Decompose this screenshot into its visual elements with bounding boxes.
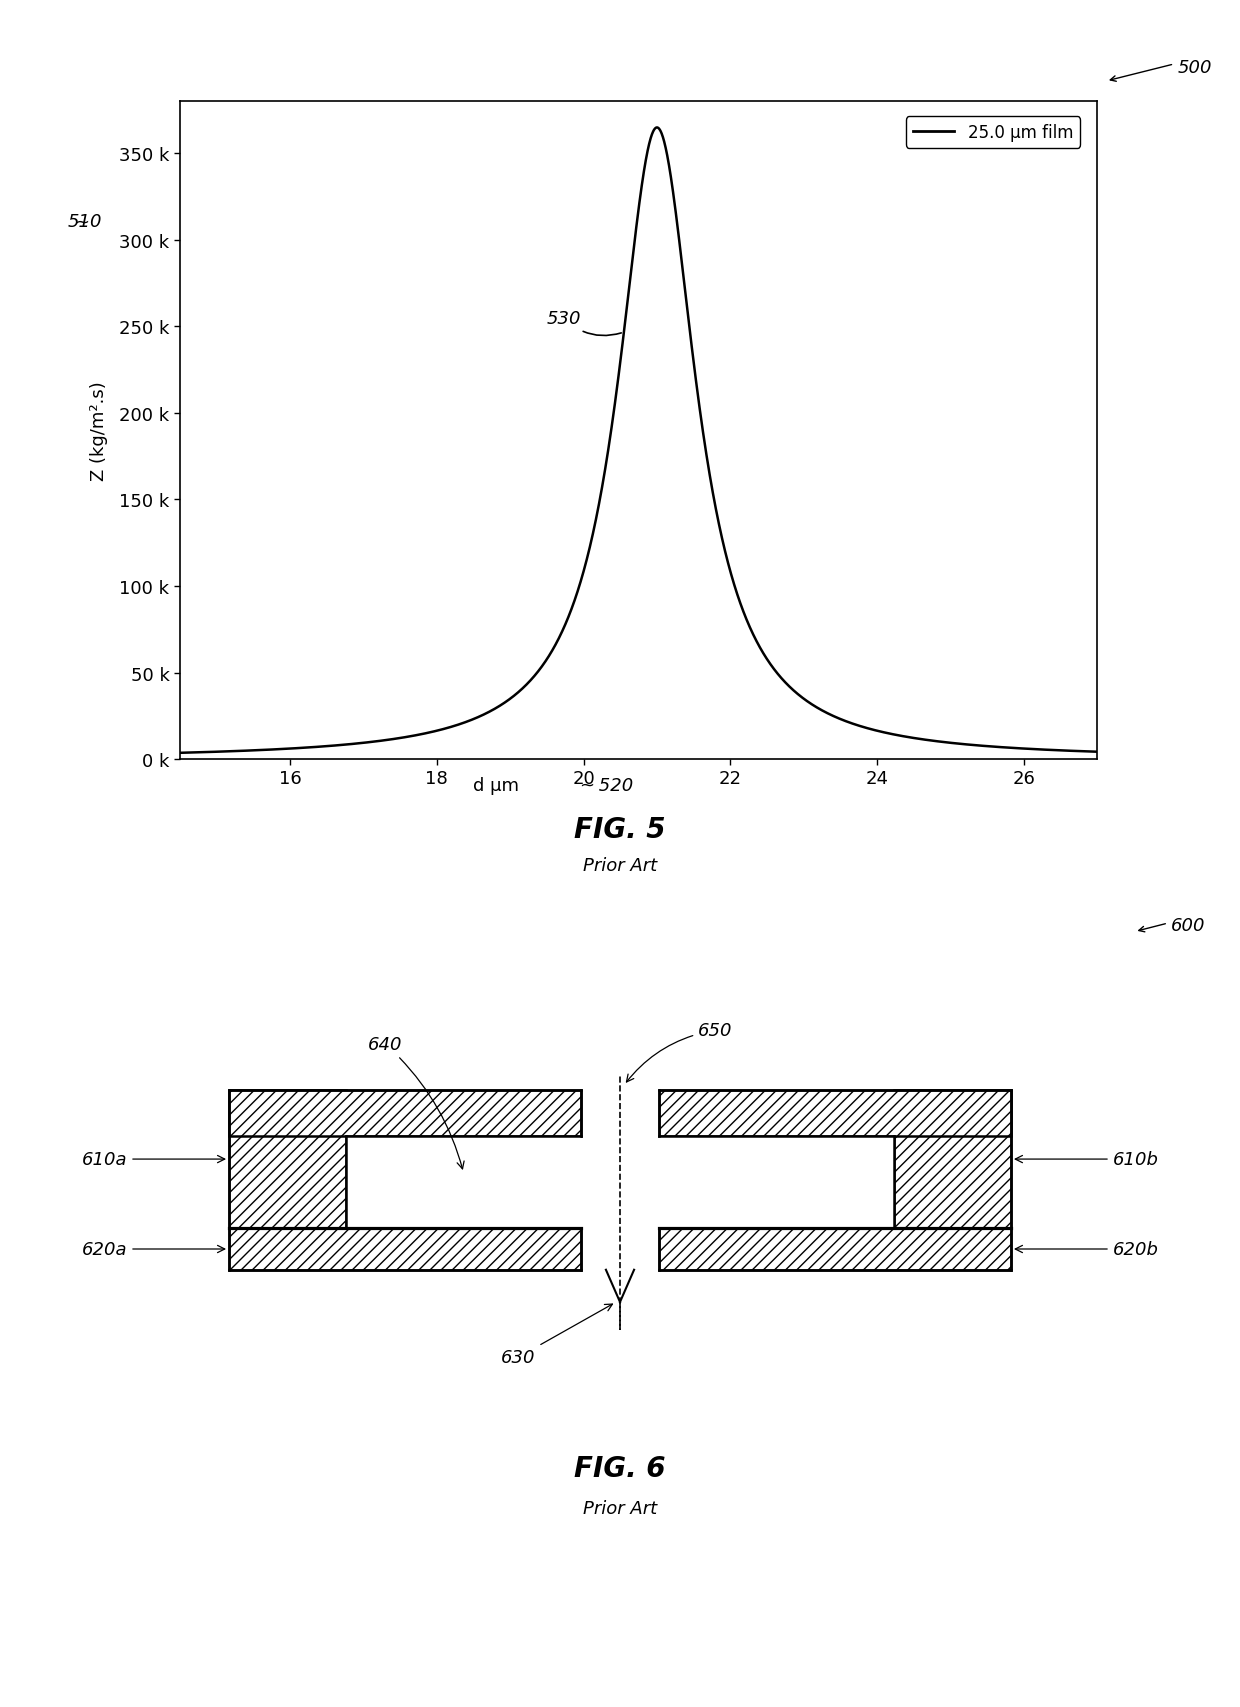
Bar	[229, 1229, 580, 1270]
Text: 620b: 620b	[1016, 1241, 1158, 1258]
Text: 610a: 610a	[82, 1151, 224, 1168]
Text: d μm: d μm	[472, 777, 520, 795]
Text: Prior Art: Prior Art	[583, 857, 657, 876]
Text: 530: 530	[547, 311, 621, 336]
Bar	[660, 1091, 1011, 1137]
Bar	[894, 1091, 1011, 1229]
Text: 510: 510	[67, 213, 102, 230]
Bar	[346, 1137, 580, 1229]
Bar	[229, 1091, 346, 1229]
Text: FIG. 6: FIG. 6	[574, 1454, 666, 1482]
Text: 630: 630	[501, 1304, 613, 1366]
Text: FIG. 5: FIG. 5	[574, 816, 666, 843]
Text: 650: 650	[626, 1021, 733, 1082]
Text: 610b: 610b	[1016, 1151, 1158, 1168]
Bar	[660, 1137, 894, 1229]
Text: 600: 600	[1171, 917, 1205, 934]
Text: 620a: 620a	[82, 1241, 224, 1258]
Bar	[229, 1091, 580, 1137]
Text: 640: 640	[368, 1036, 464, 1169]
Legend: 25.0 μm film: 25.0 μm film	[906, 118, 1080, 149]
Bar	[660, 1229, 1011, 1270]
Text: ~ 520: ~ 520	[580, 777, 634, 795]
Text: 500: 500	[1178, 60, 1213, 77]
Text: Prior Art: Prior Art	[583, 1499, 657, 1518]
Y-axis label: Z (kg/m².s): Z (kg/m².s)	[89, 381, 108, 481]
Text: ~: ~	[74, 213, 89, 230]
